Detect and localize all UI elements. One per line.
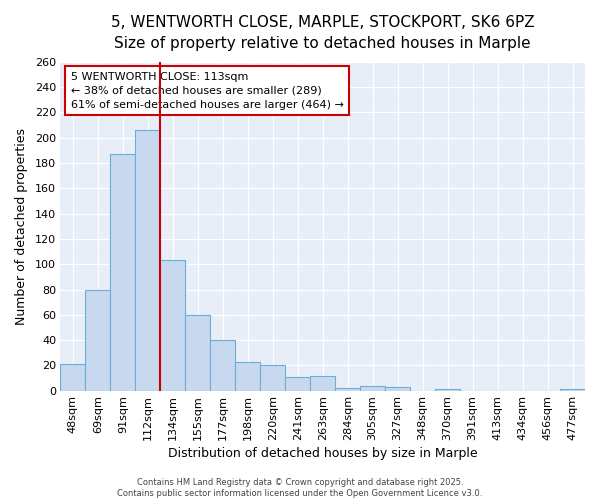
Text: 5 WENTWORTH CLOSE: 113sqm
← 38% of detached houses are smaller (289)
61% of semi: 5 WENTWORTH CLOSE: 113sqm ← 38% of detac…	[71, 72, 344, 110]
X-axis label: Distribution of detached houses by size in Marple: Distribution of detached houses by size …	[168, 447, 478, 460]
Bar	[85, 290, 110, 391]
Bar	[335, 388, 360, 391]
Bar	[360, 386, 385, 391]
Y-axis label: Number of detached properties: Number of detached properties	[15, 128, 28, 325]
Bar	[210, 340, 235, 391]
Bar	[235, 362, 260, 391]
Bar	[160, 260, 185, 391]
Bar	[435, 390, 460, 391]
Text: Contains HM Land Registry data © Crown copyright and database right 2025.
Contai: Contains HM Land Registry data © Crown c…	[118, 478, 482, 498]
Bar	[110, 154, 136, 391]
Bar	[560, 390, 585, 391]
Bar	[260, 366, 285, 391]
Bar	[185, 315, 210, 391]
Bar	[61, 364, 85, 391]
Bar	[136, 130, 160, 391]
Bar	[310, 376, 335, 391]
Bar	[385, 387, 410, 391]
Bar	[285, 377, 310, 391]
Title: 5, WENTWORTH CLOSE, MARPLE, STOCKPORT, SK6 6PZ
Size of property relative to deta: 5, WENTWORTH CLOSE, MARPLE, STOCKPORT, S…	[111, 15, 535, 51]
